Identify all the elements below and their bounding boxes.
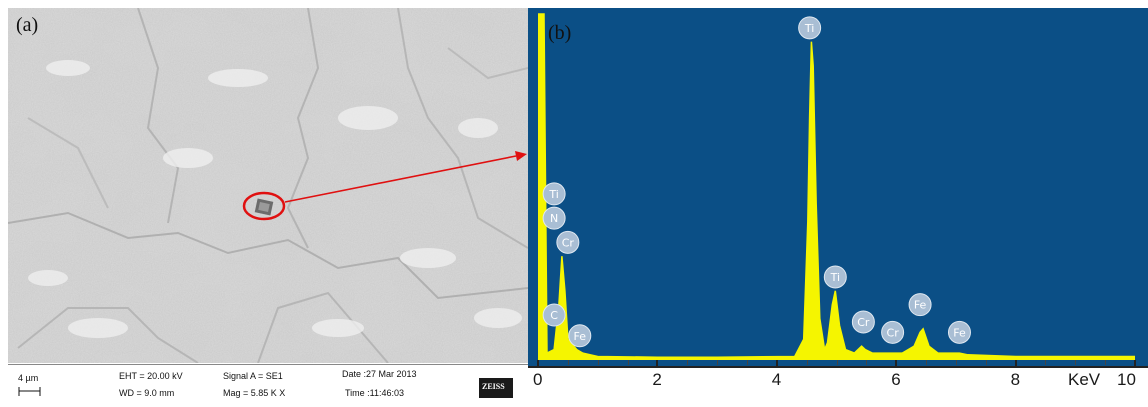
sem-info-bar: 4 µm EHT = 20.00 kV WD = 9.0 mm Signal A… (8, 364, 528, 407)
x-tick-mark (537, 360, 539, 368)
x-tick-label: 6 (891, 370, 901, 389)
peak-label-cr: Cr (881, 320, 905, 344)
peak-marker-circle (908, 293, 932, 317)
x-tick-mark (656, 360, 659, 368)
eds-plot-area (528, 8, 1148, 366)
peak-marker-circle (851, 310, 875, 334)
peak-element-text: C (550, 309, 558, 322)
x-minor-tick (597, 360, 599, 365)
pointer-arrowhead (515, 151, 527, 161)
peak-label-ti: Ti (823, 265, 847, 289)
wd-value: WD = 9.0 mm (119, 388, 175, 398)
x-tick-mark (895, 360, 898, 368)
x-axis-line (528, 366, 1148, 368)
peak-marker-circle (568, 324, 592, 348)
peak-labels: Ti Ti Cr Cr Fe Fe Ti N Cr C Fe (542, 16, 971, 348)
peak-element-text: Fe (914, 299, 927, 312)
inclusion-highlight-circle (242, 191, 286, 221)
panel-a-label: (a) (16, 14, 39, 36)
peak-label-fe: Fe (568, 324, 592, 348)
peak-element-text: Ti (830, 271, 840, 284)
peak-label-ti: Ti (542, 182, 566, 206)
x-minor-tick (1105, 360, 1107, 365)
peak-element-text: Cr (887, 326, 900, 339)
scale-bar-label: 4 µm (18, 373, 39, 383)
peak-element-text: Cr (857, 316, 870, 329)
x-tick-label: 10 (1117, 370, 1136, 389)
x-axis (528, 366, 1148, 398)
peak-label-c: C (542, 303, 566, 327)
sem-micrograph: (a) (8, 8, 528, 363)
peak-element-text: Ti (804, 22, 814, 35)
mag-value: Mag = 5.85 K X (223, 388, 286, 398)
x-minor-tick (627, 360, 629, 365)
x-minor-tick (955, 360, 957, 365)
x-minor-tick (806, 360, 808, 365)
eht-value: EHT = 20.00 kV (119, 371, 183, 381)
peak-label-cr: Cr (851, 310, 875, 334)
peak-element-text: Cr (562, 236, 575, 249)
x-axis-unit-label: KeV (1068, 370, 1101, 389)
eds-panel: Ti Ti Cr Cr Fe Fe Ti N Cr C Fe (b) 0 2 4 6 8 10 KeV (528, 8, 1148, 398)
x-minor-tick (717, 360, 719, 365)
peak-marker-circle (542, 206, 566, 230)
x-minor-tick (1075, 360, 1077, 365)
x-minor-tick (836, 360, 838, 365)
date-value: Date :27 Mar 2013 (342, 369, 417, 379)
peak-label-cr: Cr (556, 230, 580, 254)
pointer-arrow-line (284, 155, 517, 203)
peak-element-text: Fe (953, 326, 966, 339)
signal-value: Signal A = SE1 (223, 371, 283, 381)
peak-label-fe: Fe (947, 320, 971, 344)
scale-bar-icon (18, 387, 41, 396)
x-minor-tick (866, 360, 868, 365)
peak-marker-circle (823, 265, 847, 289)
x-minor-tick (1045, 360, 1047, 365)
peak-element-text: Fe (574, 330, 587, 343)
x-minor-tick (926, 360, 928, 365)
spectrum-area (538, 14, 1135, 360)
peak-marker-circle (798, 16, 822, 40)
zeiss-logo: ZEISS (479, 378, 513, 398)
x-tick-label: 2 (652, 370, 662, 389)
x-tick-label: 0 (533, 370, 543, 389)
peak-element-text: Ti (548, 188, 558, 201)
peak-label-n: N (542, 206, 566, 230)
panel-b-label: (b) (548, 22, 572, 44)
peak-marker-circle (947, 320, 971, 344)
x-minor-tick (985, 360, 987, 365)
spectrum-line (538, 13, 1135, 358)
peak-marker-circle (542, 182, 566, 206)
peak-marker-circle (542, 303, 566, 327)
x-tick-label: 4 (771, 370, 782, 389)
peak-label-ti: Ti (798, 16, 822, 40)
sem-panel: (a) 4 µm EHT = 20.00 kV WD = 9.0 mm Sign… (8, 8, 528, 407)
x-tick-mark (775, 360, 778, 368)
eds-spectrum-chart: Ti Ti Cr Cr Fe Fe Ti N Cr C Fe (538, 13, 1135, 360)
x-tick-mark (1014, 360, 1017, 368)
x-tick-mark (1134, 360, 1136, 368)
peak-element-text: N (550, 212, 558, 225)
x-minor-tick (746, 360, 748, 365)
peak-label-fe: Fe (908, 293, 932, 317)
sem-texture (8, 8, 528, 363)
x-minor-tick (687, 360, 689, 365)
x-minor-tick (567, 360, 569, 365)
x-tick-label: 8 (1010, 370, 1021, 389)
peak-marker-circle (556, 230, 580, 254)
time-value: Time :11:46:03 (345, 388, 405, 398)
peak-marker-circle (881, 320, 905, 344)
